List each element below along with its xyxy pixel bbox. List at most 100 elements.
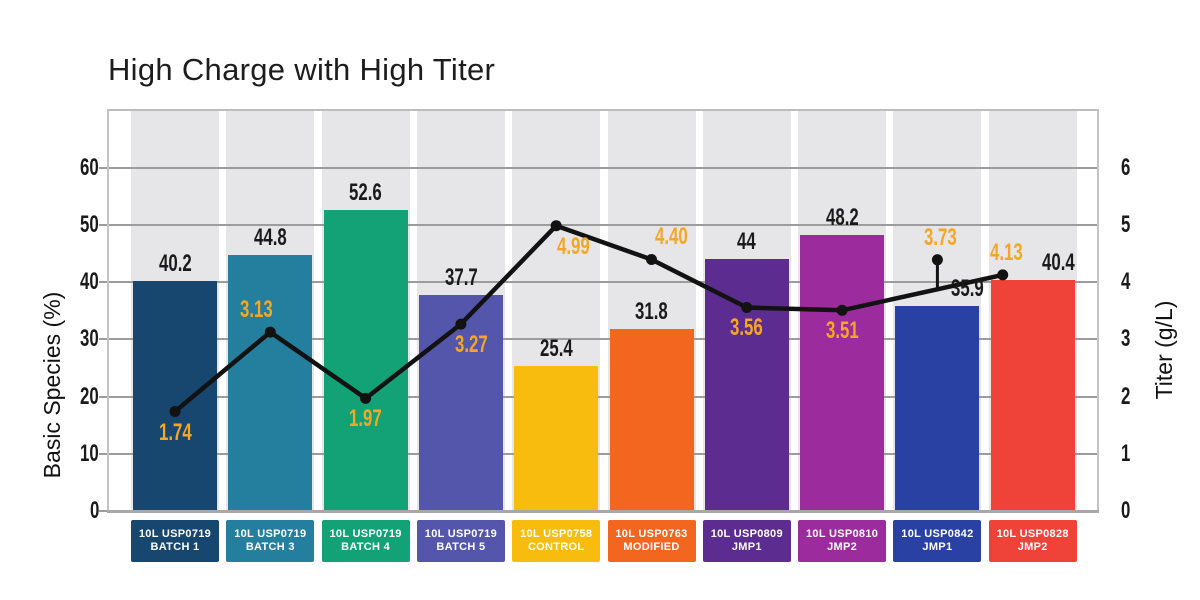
- y-tick-right-text: 1: [1121, 439, 1131, 467]
- bar-value-label: 40.2: [115, 252, 235, 276]
- y-tick-left-text: 50: [80, 211, 99, 239]
- x-category-box: 10L USP0763 MODIFIED: [607, 520, 696, 562]
- bar-value-label-text: 35.9: [951, 274, 984, 302]
- titer-value-label: 3.51: [782, 319, 902, 343]
- y-tick-mark: [99, 452, 107, 455]
- x-category-line2: JMP2: [827, 541, 858, 553]
- bar-value-label: 52.6: [306, 181, 426, 205]
- x-category-line2: BATCH 5: [436, 541, 486, 553]
- y-tick-right: 0: [1121, 498, 1171, 524]
- bar-batch-4: [323, 210, 408, 510]
- x-category-box: 10L USP0719 BATCH 5: [416, 520, 505, 562]
- y-tick-left-text: 30: [80, 325, 99, 353]
- titer-value-label-text: 3.27: [454, 331, 488, 359]
- chart-title: High Charge with High Titer: [108, 52, 496, 87]
- y-tick-left: 40: [40, 269, 99, 295]
- y-tick-mark: [99, 338, 107, 341]
- y-tick-right-text: 0: [1121, 497, 1131, 524]
- bar-value-label-text: 52.6: [349, 179, 382, 207]
- x-category-line1: 10L USP0719: [138, 527, 212, 540]
- bar-value-label: 35.9: [907, 274, 1027, 302]
- plot-border-top: [107, 109, 1099, 111]
- y-tick-mark: [99, 224, 107, 227]
- y-tick-left: 10: [40, 439, 99, 467]
- bar-value-label-text: 25.4: [539, 334, 573, 362]
- titer-value-label: 1.74: [115, 418, 235, 446]
- y-tick-mark: [99, 166, 107, 169]
- x-category-box: 10L USP0719 BATCH 4: [321, 520, 410, 562]
- x-category-line1: 10L USP0719: [424, 527, 497, 540]
- x-category-line2: BATCH 3: [245, 541, 295, 553]
- bar-value-label-text: 40.4: [1042, 249, 1076, 277]
- titer-value-label: 1.97: [306, 407, 426, 431]
- bar-value-label: 40.4: [999, 251, 1119, 275]
- bar-value-label-text: 44: [737, 228, 757, 256]
- x-category-line2: BATCH 4: [341, 541, 391, 553]
- x-category-box: 10L USP0758 CONTROL: [512, 520, 601, 562]
- y-tick-left-text: 40: [80, 268, 99, 296]
- y-tick-right-text: 5: [1121, 211, 1131, 239]
- bar-control: [514, 365, 599, 510]
- titer-value-label-text: 1.97: [349, 405, 382, 433]
- x-category-box: 10L USP0842 JMP1: [893, 520, 982, 562]
- bar-jmp2: [800, 235, 885, 510]
- x-category-line1: 10L USP0810: [805, 527, 879, 540]
- bar-batch-5: [418, 295, 503, 510]
- bar-value-label: 44.8: [210, 223, 330, 251]
- plot-border-left: [107, 109, 109, 513]
- titer-value-label-text: 3.13: [239, 296, 273, 324]
- x-category-line2: JMP1: [922, 541, 953, 553]
- y-tick-right-text: 4: [1121, 268, 1131, 296]
- y-tick-left-text: 60: [80, 153, 99, 181]
- x-category-line1: 10L USP0828: [996, 527, 1069, 540]
- bar-value-label-text: 31.8: [635, 298, 668, 326]
- y-tick-right: 2: [1121, 382, 1171, 410]
- y-tick-left-text: 20: [80, 382, 99, 410]
- y-tick-left: 50: [40, 212, 99, 238]
- y-tick-mark: [99, 281, 107, 284]
- x-category-line2: MODIFIED: [623, 541, 680, 553]
- y-tick-right: 1: [1121, 439, 1171, 467]
- y-tick-left-text: 0: [89, 497, 99, 524]
- y-tick-right: 6: [1121, 153, 1171, 181]
- x-category-line1: 10L USP0719: [234, 527, 307, 540]
- titer-value-label: 3.13: [196, 298, 316, 322]
- bar-value-label-text: 37.7: [444, 264, 478, 292]
- bar-value-label-text: 48.2: [825, 204, 859, 232]
- bar-jmp1: [704, 259, 789, 510]
- x-category-line2: JMP2: [1017, 541, 1048, 553]
- titer-value-label: 3.27: [411, 333, 531, 357]
- titer-value-label-text: 3.56: [730, 314, 764, 342]
- bar-jmp1: [895, 305, 980, 510]
- titer-value-label: 4.13: [947, 238, 1067, 266]
- x-category-line1: 10L USP0809: [710, 527, 783, 540]
- titer-value-label: 4.40: [612, 225, 732, 249]
- bar-modified: [609, 329, 694, 510]
- titer-value-label-text: 4.13: [990, 238, 1024, 266]
- titer-value-label-text: 4.40: [655, 223, 688, 251]
- x-category-line1: 10L USP0842: [901, 527, 974, 540]
- x-category-box: 10L USP0809 JMP1: [702, 520, 791, 562]
- x-category-box: 10L USP0719 BATCH 1: [131, 520, 219, 562]
- bar-jmp2: [990, 280, 1075, 510]
- x-category-line2: BATCH 1: [150, 541, 200, 553]
- titer-value-label-text: 4.99: [556, 232, 590, 260]
- y-tick-right-text: 3: [1121, 325, 1131, 353]
- y-tick-left: 60: [40, 153, 99, 181]
- plot-border-right: [1097, 109, 1099, 513]
- titer-value-label-text: 1.74: [158, 418, 192, 446]
- x-category-line1: 10L USP0758: [520, 527, 593, 540]
- x-category-box: 10L USP0719 BATCH 3: [226, 520, 315, 562]
- bar-value-label-text: 44.8: [253, 223, 287, 251]
- x-category-line1: 10L USP0719: [329, 527, 402, 540]
- y-tick-mark: [99, 510, 107, 512]
- y-tick-right: 3: [1121, 326, 1171, 352]
- x-category-line2: CONTROL: [527, 541, 585, 553]
- y-tick-left-text: 10: [80, 439, 99, 467]
- y-tick-right: 5: [1121, 212, 1171, 238]
- y-tick-right-text: 6: [1121, 153, 1131, 181]
- bar-value-label-text: 40.2: [158, 250, 192, 278]
- titer-value-label-text: 3.51: [825, 317, 859, 345]
- y-tick-right-text: 2: [1121, 382, 1131, 410]
